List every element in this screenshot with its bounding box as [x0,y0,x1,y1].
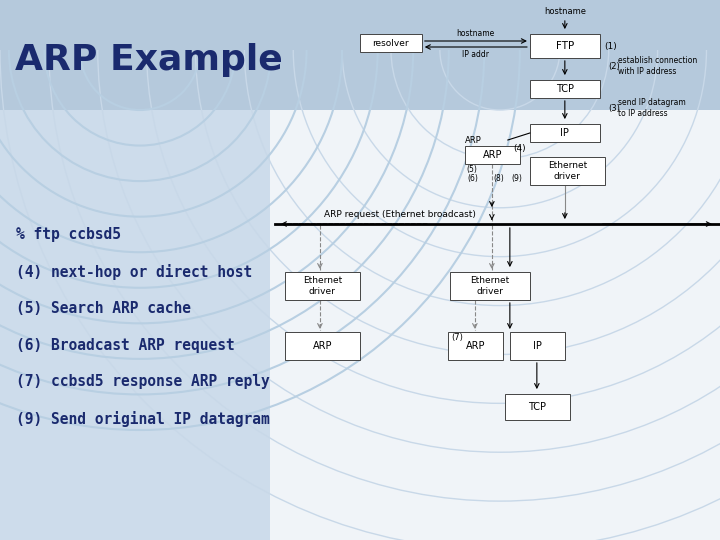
Text: IP addr: IP addr [462,50,490,59]
Text: (5) Search ARP cache: (5) Search ARP cache [16,301,191,316]
Text: TCP: TCP [556,84,574,94]
Bar [530,34,600,58]
Polygon shape [0,0,270,540]
Text: establish connection
with IP address: establish connection with IP address [618,56,697,76]
Text: IP: IP [560,128,570,138]
Text: (1): (1) [604,43,616,51]
Bar [530,157,605,185]
Text: (4) next-hop or direct host: (4) next-hop or direct host [16,264,252,280]
Text: hostname: hostname [456,29,495,38]
Text: (8): (8) [494,174,505,184]
Bar [450,272,530,300]
Text: Ethernet
driver: Ethernet driver [303,276,342,296]
Bar [360,34,422,52]
Text: (9) Send original IP datagram: (9) Send original IP datagram [16,410,269,427]
Text: (6): (6) [468,174,479,184]
Text: (7): (7) [451,333,463,342]
Text: ARP Example: ARP Example [15,43,283,77]
Text: (9): (9) [512,174,523,184]
Text: % ftp ccbsd5: % ftp ccbsd5 [16,227,121,242]
Text: (5): (5) [467,165,478,174]
Text: ARP: ARP [466,341,485,351]
Bar [505,394,570,420]
Bar [448,332,503,360]
Text: Ethernet
driver: Ethernet driver [470,276,510,296]
Text: (7) ccbsd5 response ARP reply: (7) ccbsd5 response ARP reply [16,374,269,389]
Text: hostname: hostname [544,8,586,17]
Text: ARP: ARP [312,341,332,351]
Text: Ethernet
driver: Ethernet driver [548,161,587,181]
Text: IP: IP [533,341,541,351]
Text: TCP: TCP [528,402,546,412]
Text: FTP: FTP [556,41,574,51]
Text: (6) Broadcast ARP request: (6) Broadcast ARP request [16,338,235,353]
Bar [510,332,565,360]
Polygon shape [0,0,720,110]
Text: (4): (4) [513,144,526,153]
Bar [465,146,520,164]
Text: (2): (2) [608,62,620,71]
Polygon shape [270,0,720,540]
Text: ARP: ARP [465,136,482,145]
Text: resolver: resolver [372,38,409,48]
Bar [530,80,600,98]
Text: ARP: ARP [482,150,502,160]
Text: send IP datagram
to IP address: send IP datagram to IP address [618,98,685,118]
Text: (3): (3) [608,104,620,112]
Bar [530,124,600,142]
Bar [285,272,360,300]
Bar [285,332,360,360]
Text: ARP request (Ethernet broadcast): ARP request (Ethernet broadcast) [324,210,476,219]
